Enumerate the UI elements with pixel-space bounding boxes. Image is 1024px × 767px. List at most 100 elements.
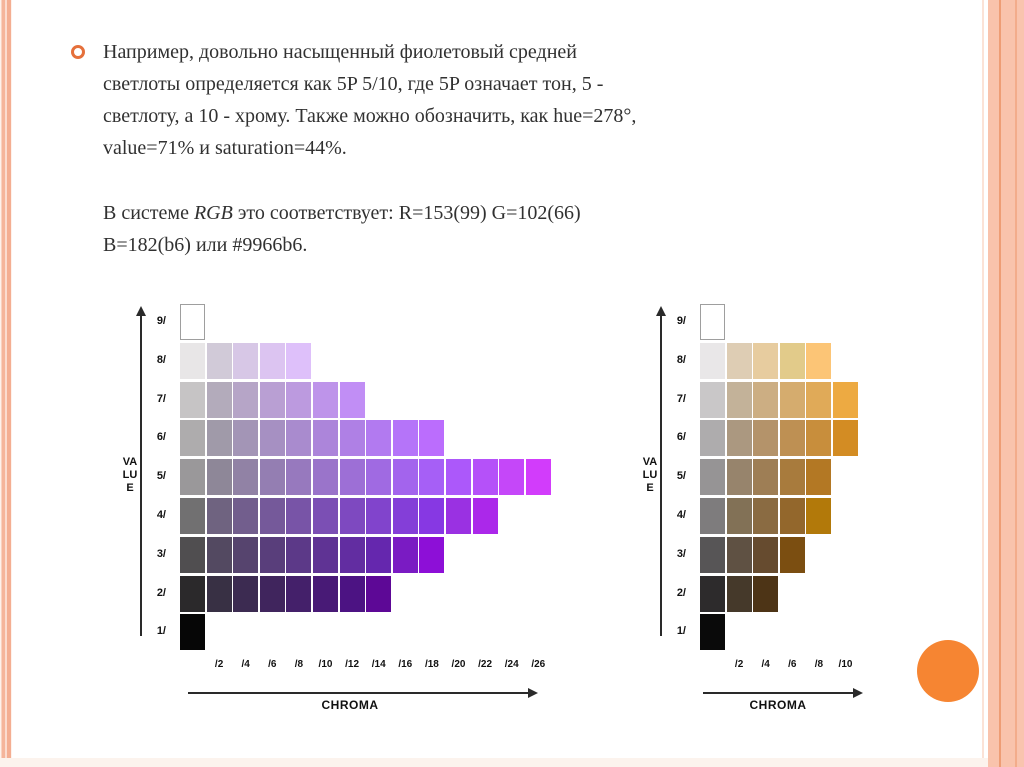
munsell-chip (233, 575, 259, 612)
munsell-chip (259, 381, 285, 418)
chroma-tick: /18 (424, 659, 439, 670)
munsell-chip (779, 459, 805, 496)
munsell-chip (180, 420, 205, 457)
text-line: B=182(b6) или #9966b6. (103, 234, 308, 256)
chroma-tick: /24 (504, 659, 519, 670)
value-axis-label: VALUE (642, 456, 658, 494)
text-segment: это соответствует: R=153(99) G=102(66) (232, 202, 581, 224)
munsell-chip (339, 536, 365, 573)
munsell-chip (806, 342, 832, 379)
munsell-chip (233, 498, 259, 534)
chroma-tick: /22 (478, 659, 493, 670)
munsell-chip (313, 420, 338, 457)
bullet-icon (71, 45, 85, 59)
munsell-chip (366, 498, 392, 534)
munsell-chip (206, 459, 232, 496)
value-tick: 2/ (156, 586, 166, 599)
value-tick: 4/ (676, 509, 686, 521)
value-tick: 2/ (676, 586, 686, 599)
munsell-chip (806, 381, 832, 418)
chroma-tick: /10 (318, 659, 333, 670)
chroma-tick: /26 (531, 659, 546, 670)
chroma-tick: /8 (814, 659, 824, 670)
munsell-chip (206, 381, 232, 418)
munsell-chip (806, 459, 832, 496)
munsell-chip (753, 459, 779, 496)
munsell-chip (180, 381, 205, 418)
chroma-tick: /8 (294, 659, 304, 670)
munsell-chip (779, 342, 805, 379)
text-segment-italic: RGB (193, 202, 233, 224)
munsell-chip (180, 342, 205, 379)
munsell-chip (206, 420, 232, 457)
text-line: светлоту, а 10 - хрому. Также можно обоз… (103, 105, 637, 127)
munsell-chip (726, 381, 752, 418)
munsell-chip (339, 498, 365, 534)
value-axis-line (140, 315, 142, 636)
munsell-chip (180, 614, 205, 651)
text-line: светлоты определяется как 5P 5/10, где 5… (103, 73, 604, 95)
munsell-chip (286, 342, 312, 379)
munsell-chip (286, 459, 312, 496)
munsell-chip (700, 575, 725, 612)
value-axis-arrow-icon (136, 306, 146, 316)
munsell-chip (206, 575, 232, 612)
munsell-chip (779, 498, 805, 534)
paragraph-rgb-equivalent: В системе RGB это соответствует: R=153(9… (103, 197, 581, 261)
munsell-chip (499, 459, 525, 496)
munsell-chip (366, 420, 392, 457)
value-tick: 9/ (676, 315, 686, 327)
munsell-chip (233, 536, 259, 573)
munsell-chip (753, 575, 779, 612)
text-line: value=71% и saturation=44%. (103, 137, 347, 159)
value-tick: 7/ (156, 392, 166, 405)
munsell-chip (313, 498, 338, 534)
value-tick: 9/ (156, 315, 166, 327)
munsell-chip (259, 536, 285, 573)
chroma-axis-label: CHROMA (749, 698, 807, 712)
chroma-tick: /16 (398, 659, 413, 670)
chroma-tick: /10 (838, 659, 853, 670)
munsell-chip (779, 420, 805, 457)
munsell-chip (700, 420, 725, 457)
munsell-chip (339, 575, 365, 612)
munsell-chip (286, 420, 312, 457)
text-line: В системе RGB это соответствует: R=153(9… (103, 197, 581, 229)
munsell-chip (233, 381, 259, 418)
chroma-axis-arrow-icon (853, 688, 863, 698)
chroma-tick: /20 (451, 659, 466, 670)
munsell-chip (419, 459, 445, 496)
value-tick: 5/ (676, 470, 686, 483)
munsell-chip (726, 420, 752, 457)
value-axis-line (660, 315, 662, 636)
value-axis-arrow-icon (656, 306, 666, 316)
munsell-chip (313, 575, 338, 612)
munsell-chip (180, 304, 205, 340)
bottom-strip (0, 758, 988, 767)
chroma-tick: /2 (214, 659, 224, 670)
value-tick: 4/ (156, 509, 166, 521)
munsell-chip (392, 420, 418, 457)
munsell-chip (525, 459, 551, 496)
munsell-chip (833, 420, 858, 457)
value-tick: 5/ (156, 470, 166, 483)
munsell-chip (419, 536, 445, 573)
chroma-tick: /6 (268, 659, 277, 670)
munsell-chip (180, 575, 205, 612)
munsell-chip (446, 498, 471, 534)
munsell-chip (286, 498, 312, 534)
munsell-chip (700, 614, 725, 651)
munsell-chip (779, 536, 805, 573)
munsell-chip (180, 498, 205, 534)
munsell-chip (339, 420, 365, 457)
munsell-chip (206, 498, 232, 534)
munsell-chip (366, 575, 392, 612)
value-tick: 8/ (156, 353, 166, 366)
munsell-chip (233, 459, 259, 496)
munsell-chip (753, 420, 779, 457)
munsell-chip (446, 459, 471, 496)
munsell-chip (392, 498, 418, 534)
text-segment: В системе (103, 202, 194, 224)
value-tick: 7/ (676, 392, 686, 405)
